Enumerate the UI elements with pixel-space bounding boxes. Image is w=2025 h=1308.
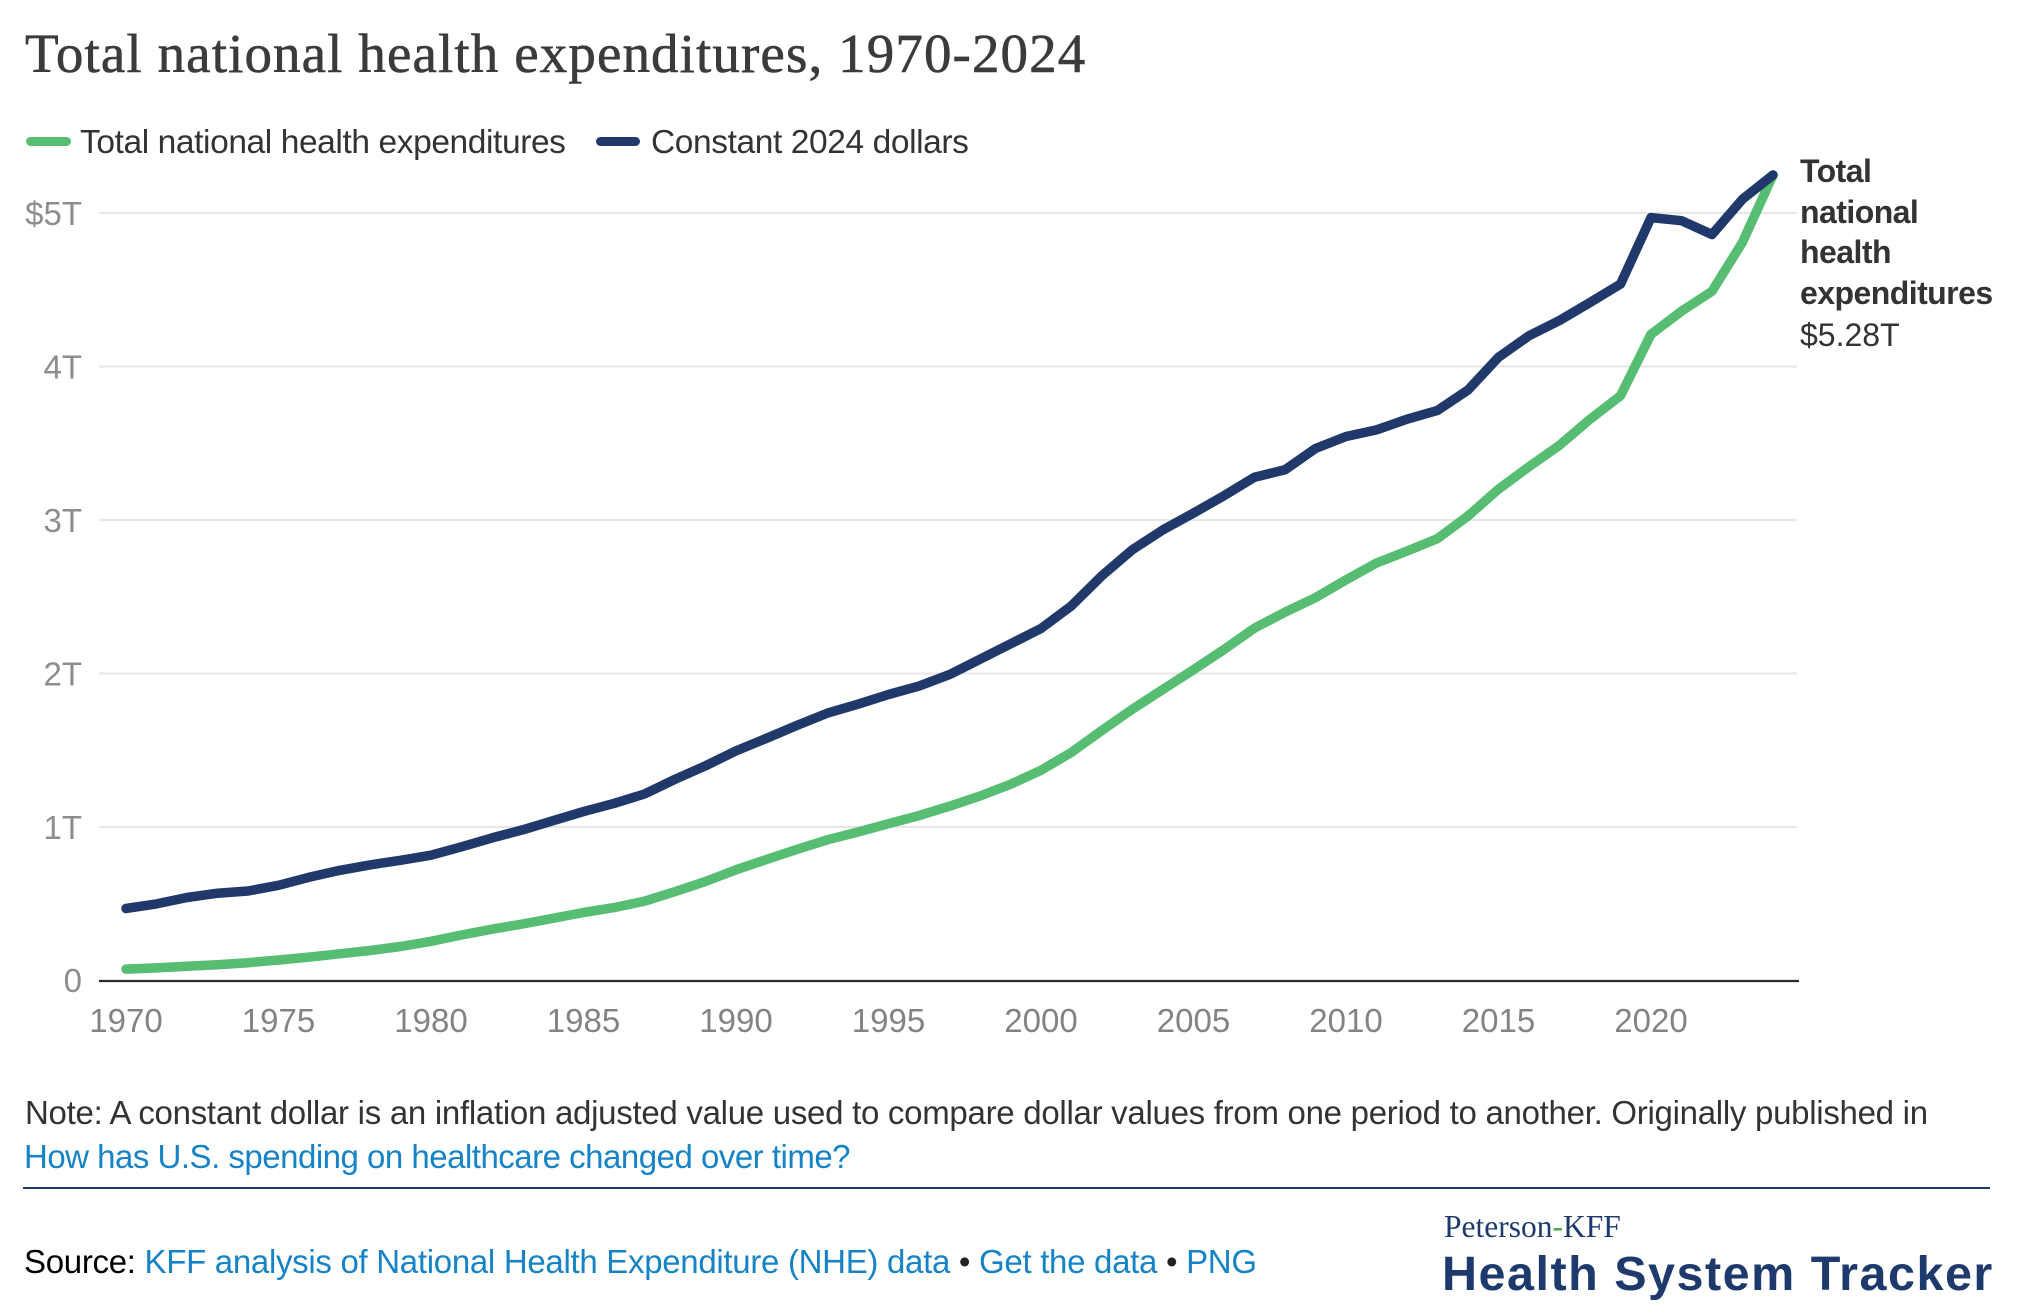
svg-text:2005: 2005 xyxy=(1157,1002,1230,1039)
svg-text:0: 0 xyxy=(64,962,82,999)
svg-text:2000: 2000 xyxy=(1004,1002,1077,1039)
svg-text:1995: 1995 xyxy=(852,1002,925,1039)
svg-text:2010: 2010 xyxy=(1309,1002,1382,1039)
svg-text:1975: 1975 xyxy=(242,1002,315,1039)
svg-text:2015: 2015 xyxy=(1462,1002,1535,1039)
svg-text:3T: 3T xyxy=(43,502,82,539)
svg-text:2020: 2020 xyxy=(1614,1002,1687,1039)
svg-text:2T: 2T xyxy=(43,656,82,693)
svg-text:1T: 1T xyxy=(43,809,82,846)
svg-text:1970: 1970 xyxy=(89,1002,162,1039)
svg-text:4T: 4T xyxy=(43,349,82,386)
svg-text:$5T: $5T xyxy=(25,195,82,232)
svg-text:1980: 1980 xyxy=(394,1002,467,1039)
svg-text:1990: 1990 xyxy=(699,1002,772,1039)
svg-text:1985: 1985 xyxy=(547,1002,620,1039)
